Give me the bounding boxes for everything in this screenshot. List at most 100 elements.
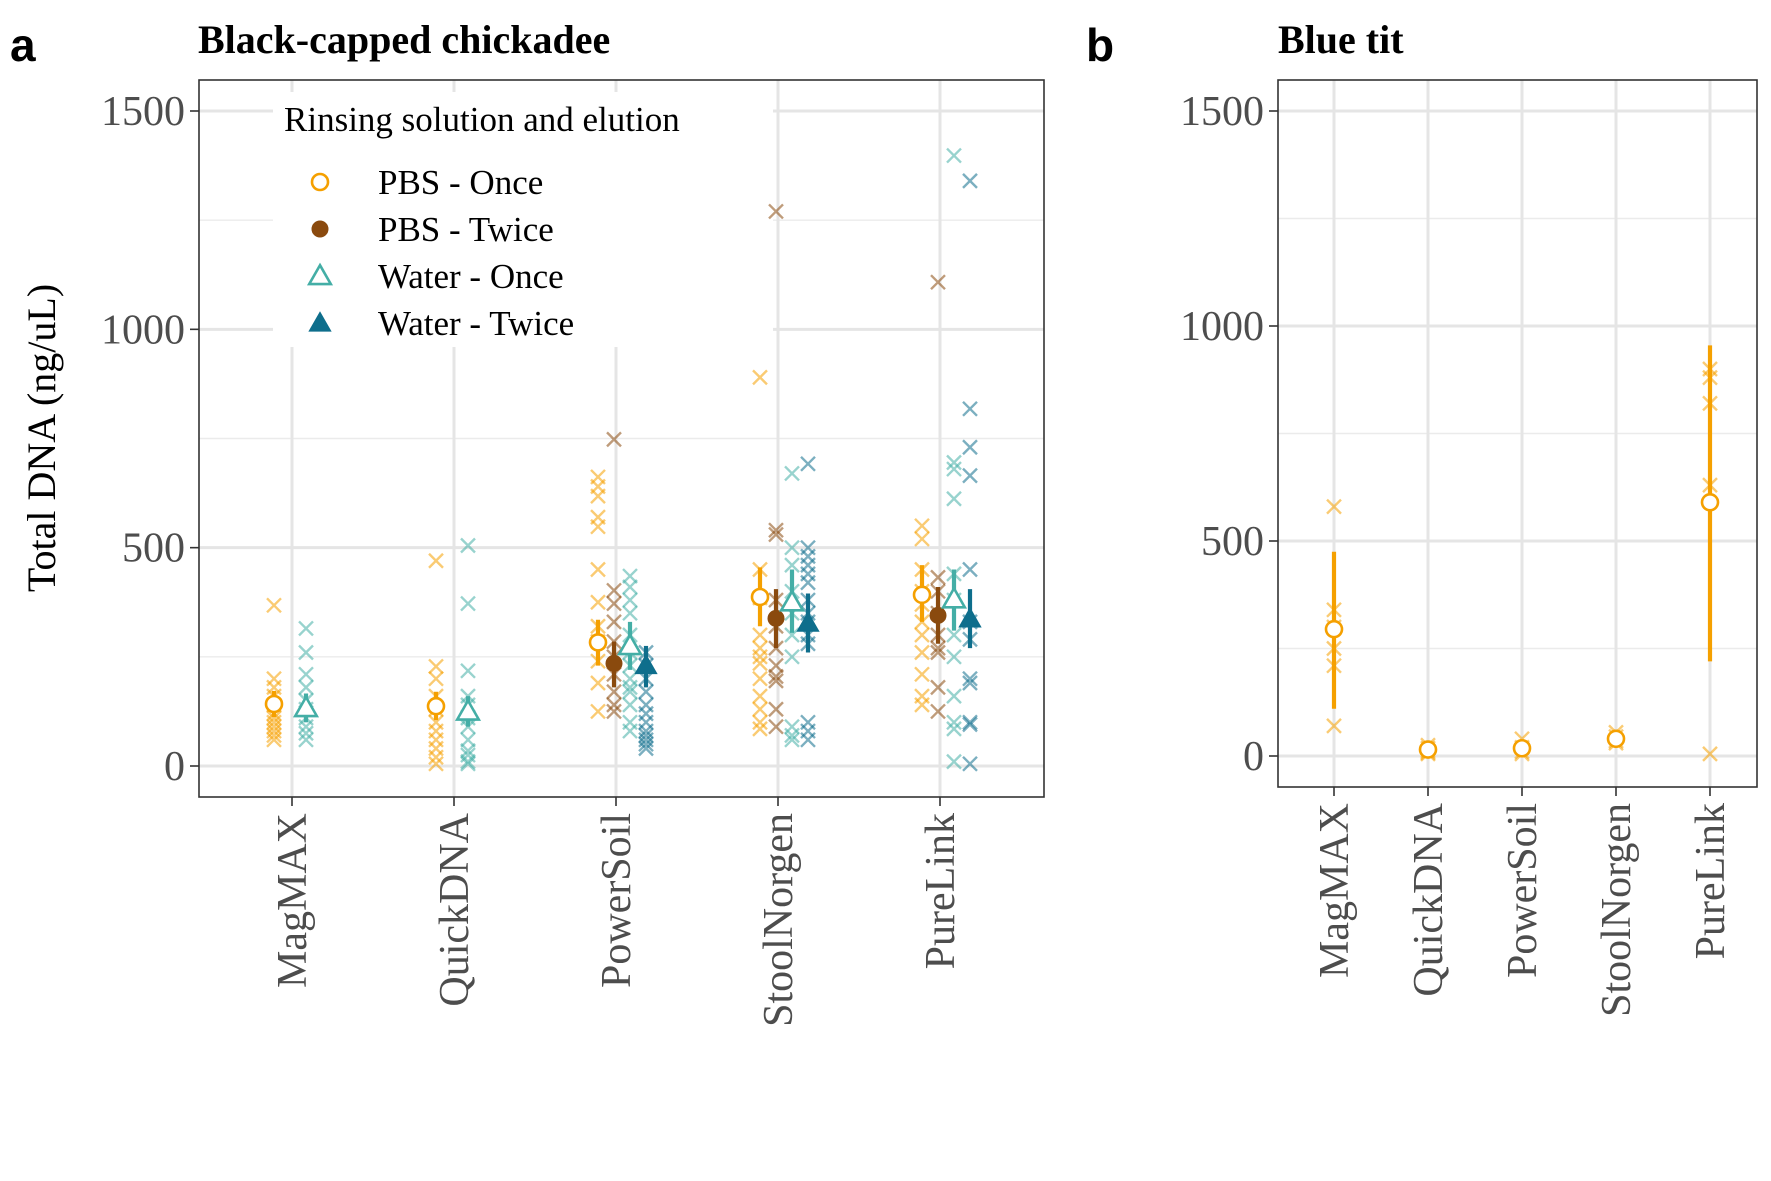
sample-point-pbs-twice (930, 569, 946, 586)
sample-point-pbs-twice (768, 203, 784, 220)
legend-key-pbs-twice (311, 220, 329, 238)
legend-label-pbs-once: PBS - Once (378, 163, 543, 202)
sample-point-water-once (946, 714, 962, 731)
x-tick-label-quickdna: QuickDNA (432, 812, 478, 1006)
mean-point-water-twice (634, 653, 658, 675)
panel-a-summary-points (264, 565, 982, 727)
sample-point-water-once (784, 627, 800, 643)
sample-point-water-once (946, 490, 962, 507)
mean-point-water-once (616, 632, 644, 656)
sample-point-pbs-once (914, 627, 930, 643)
mean-point-pbs-once (1606, 729, 1626, 749)
sample-point-water-once (784, 731, 800, 748)
mean-point-pbs-once (750, 587, 770, 607)
sample-point-pbs-twice (930, 644, 946, 661)
x-tick-label-magmax: MagMAX (1312, 803, 1358, 978)
sample-point-water-once (784, 727, 800, 744)
legend-key-water-twice (308, 311, 332, 332)
mean-point-pbs-twice (605, 654, 623, 672)
sample-point-water-once (622, 723, 638, 739)
sample-point-pbs-twice (768, 526, 784, 543)
sample-point-pbs-once (266, 731, 282, 748)
x-tick-label-purelink: PureLink (1688, 803, 1734, 959)
sample-point-pbs-once (428, 755, 444, 772)
x-tick-label-powersoil: PowerSoil (594, 813, 640, 988)
y-tick-label: 1500 (101, 89, 185, 135)
panel-a-legend-background (273, 92, 773, 347)
panel-a-plot-border (198, 79, 1045, 798)
sample-point-water-twice (800, 574, 816, 591)
sample-point-pbs-twice (768, 673, 784, 689)
sample-point-water-once (298, 620, 314, 637)
sample-point-pbs-once (914, 697, 930, 713)
x-tick-label-magmax: MagMAX (270, 813, 316, 988)
sample-point-water-once (298, 666, 314, 683)
panel-a-letter: a (10, 19, 36, 71)
mean-point-pbs-once (588, 633, 608, 652)
y-tick-label: 0 (1243, 734, 1264, 780)
sample-point-water-once (298, 718, 314, 735)
sample-point-water-twice (800, 731, 816, 748)
sample-point-pbs-once (590, 518, 606, 535)
sample-point-water-twice (962, 755, 978, 772)
sample-point-pbs-once (752, 655, 768, 672)
sample-point-water-once (946, 147, 962, 164)
legend-box (273, 92, 773, 347)
sample-point-water-once (784, 539, 800, 556)
legend-label-water-once: Water - Once (378, 257, 564, 296)
sample-point-pbs-twice (606, 697, 622, 713)
sample-point-pbs-once (1326, 718, 1342, 734)
panel-b-plot-border (1277, 79, 1758, 788)
sample-point-pbs-once (590, 488, 606, 504)
sample-point-water-once (622, 605, 638, 622)
sample-point-water-once (460, 755, 476, 772)
sample-point-water-twice (962, 173, 978, 189)
y-tick-label: 0 (164, 744, 185, 790)
sample-point-pbs-once (752, 714, 768, 731)
sample-point-water-once (946, 461, 962, 477)
x-tick-label-powersoil: PowerSoil (1500, 803, 1546, 978)
mean-point-water-once (454, 697, 482, 721)
panel-b-title: Blue tit (1278, 17, 1404, 62)
mean-point-pbs-once (912, 585, 932, 605)
mean-point-pbs-once (426, 696, 446, 716)
mean-point-pbs-once (1512, 738, 1532, 758)
x-tick-label-stoolnorgen: StoolNorgen (1594, 803, 1640, 1017)
sample-point-water-once (622, 683, 638, 700)
sample-point-water-once (460, 662, 476, 679)
panel-a-y-axis: 0 500 1000 1500 (101, 89, 199, 790)
sample-point-pbs-once (1702, 746, 1718, 762)
legend-key-pbs-once (310, 172, 330, 192)
y-tick-label: 500 (1201, 519, 1264, 565)
sample-point-pbs-twice (768, 701, 784, 718)
sample-point-pbs-twice (606, 614, 622, 630)
sample-point-pbs-once (914, 666, 930, 683)
panel-b-y-axis: 0 500 1000 1500 (1180, 89, 1278, 780)
sample-point-pbs-twice (606, 683, 622, 700)
panel-a-title: Black-capped chickadee (198, 17, 610, 62)
sample-point-water-once (946, 753, 962, 770)
x-tick-label-quickdna: QuickDNA (1406, 802, 1452, 996)
panel-b-x-axis: MagMAX QuickDNA PowerSoil StoolNorgen PureLi… (1312, 787, 1734, 1017)
y-tick-label: 1500 (1180, 89, 1264, 135)
sample-point-water-once (622, 592, 638, 608)
sample-point-water-twice (962, 670, 978, 687)
sample-point-pbs-once (590, 675, 606, 691)
legend-label-pbs-twice: PBS - Twice (378, 210, 554, 249)
sample-point-water-twice (800, 455, 816, 472)
sample-point-pbs-once (428, 749, 444, 766)
x-tick-label-purelink: PureLink (918, 813, 964, 969)
sample-point-pbs-once (428, 670, 444, 687)
y-axis-title: Total DNA (ng/uL) (19, 284, 64, 592)
y-tick-label: 500 (122, 526, 185, 572)
sample-point-pbs-once (752, 627, 768, 643)
sample-point-water-once (946, 648, 962, 665)
sample-point-water-once (298, 644, 314, 661)
sample-point-pbs-twice (930, 703, 946, 720)
sample-point-water-twice (638, 736, 654, 753)
sample-point-water-twice (962, 400, 978, 417)
sample-point-pbs-once (752, 369, 768, 386)
sample-point-water-once (622, 697, 638, 713)
sample-point-water-once (946, 688, 962, 704)
